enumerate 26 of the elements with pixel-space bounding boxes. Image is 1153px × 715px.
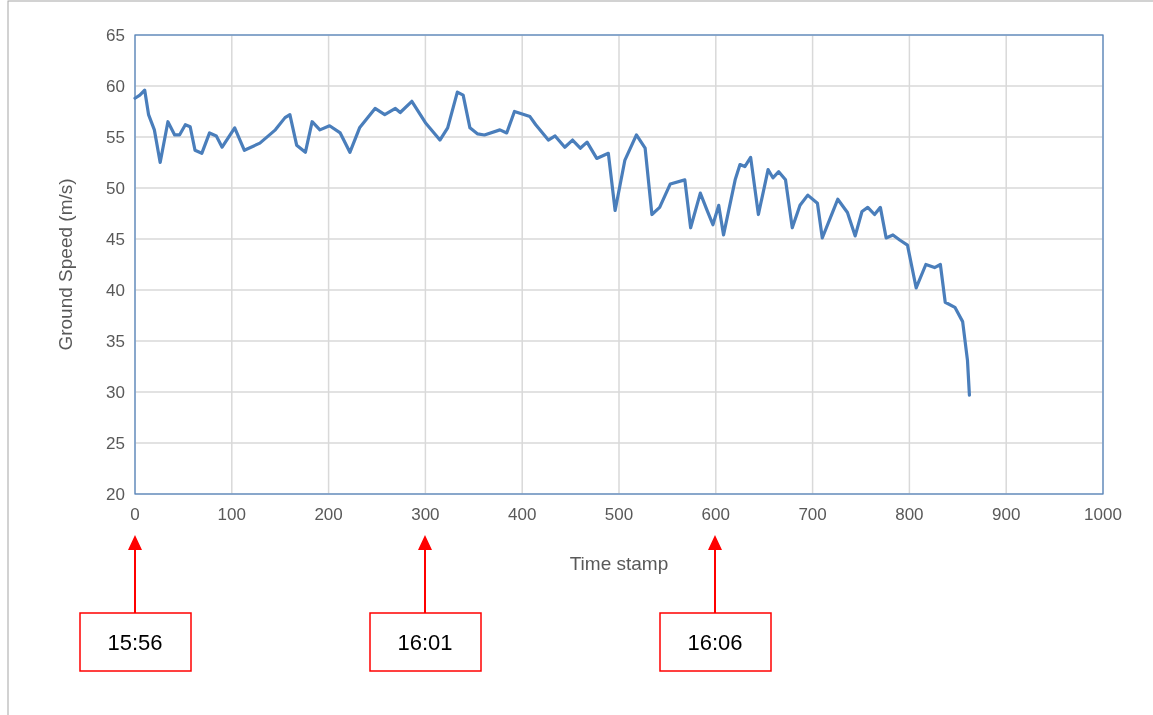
x-tick-label: 300 — [411, 505, 440, 524]
y-tick-label: 55 — [106, 127, 125, 147]
y-tick-label: 60 — [106, 76, 125, 96]
y-tick-label: 35 — [106, 331, 125, 351]
x-tick-label: 100 — [217, 505, 246, 524]
x-axis-title: Time stamp — [569, 553, 669, 574]
x-tick-label: 700 — [798, 505, 827, 524]
y-tick-label: 20 — [106, 484, 125, 504]
text: 16:01 — [397, 629, 453, 655]
x-tick-label: 500 — [604, 505, 634, 524]
text: 15:56 — [107, 629, 163, 655]
x-tick-label: 400 — [508, 505, 537, 524]
y-tick-label: 40 — [106, 280, 125, 300]
y-tick-label: 30 — [106, 382, 125, 402]
y-tick-label: 25 — [106, 433, 125, 453]
y-tick-label: 45 — [106, 229, 125, 249]
x-tick-label: 900 — [992, 505, 1021, 524]
x-tick-label: 200 — [314, 505, 343, 524]
x-tick-label: 0 — [130, 505, 140, 524]
y-tick-label: 50 — [106, 178, 125, 198]
text: 16:06 — [687, 629, 743, 655]
y-axis-title: Ground Speed (m/s) — [55, 178, 76, 351]
x-tick-label: 800 — [895, 505, 924, 524]
x-tick-label: 600 — [701, 505, 730, 524]
y-tick-label: 65 — [106, 25, 125, 45]
x-tick-label: 1000 — [1084, 505, 1122, 524]
